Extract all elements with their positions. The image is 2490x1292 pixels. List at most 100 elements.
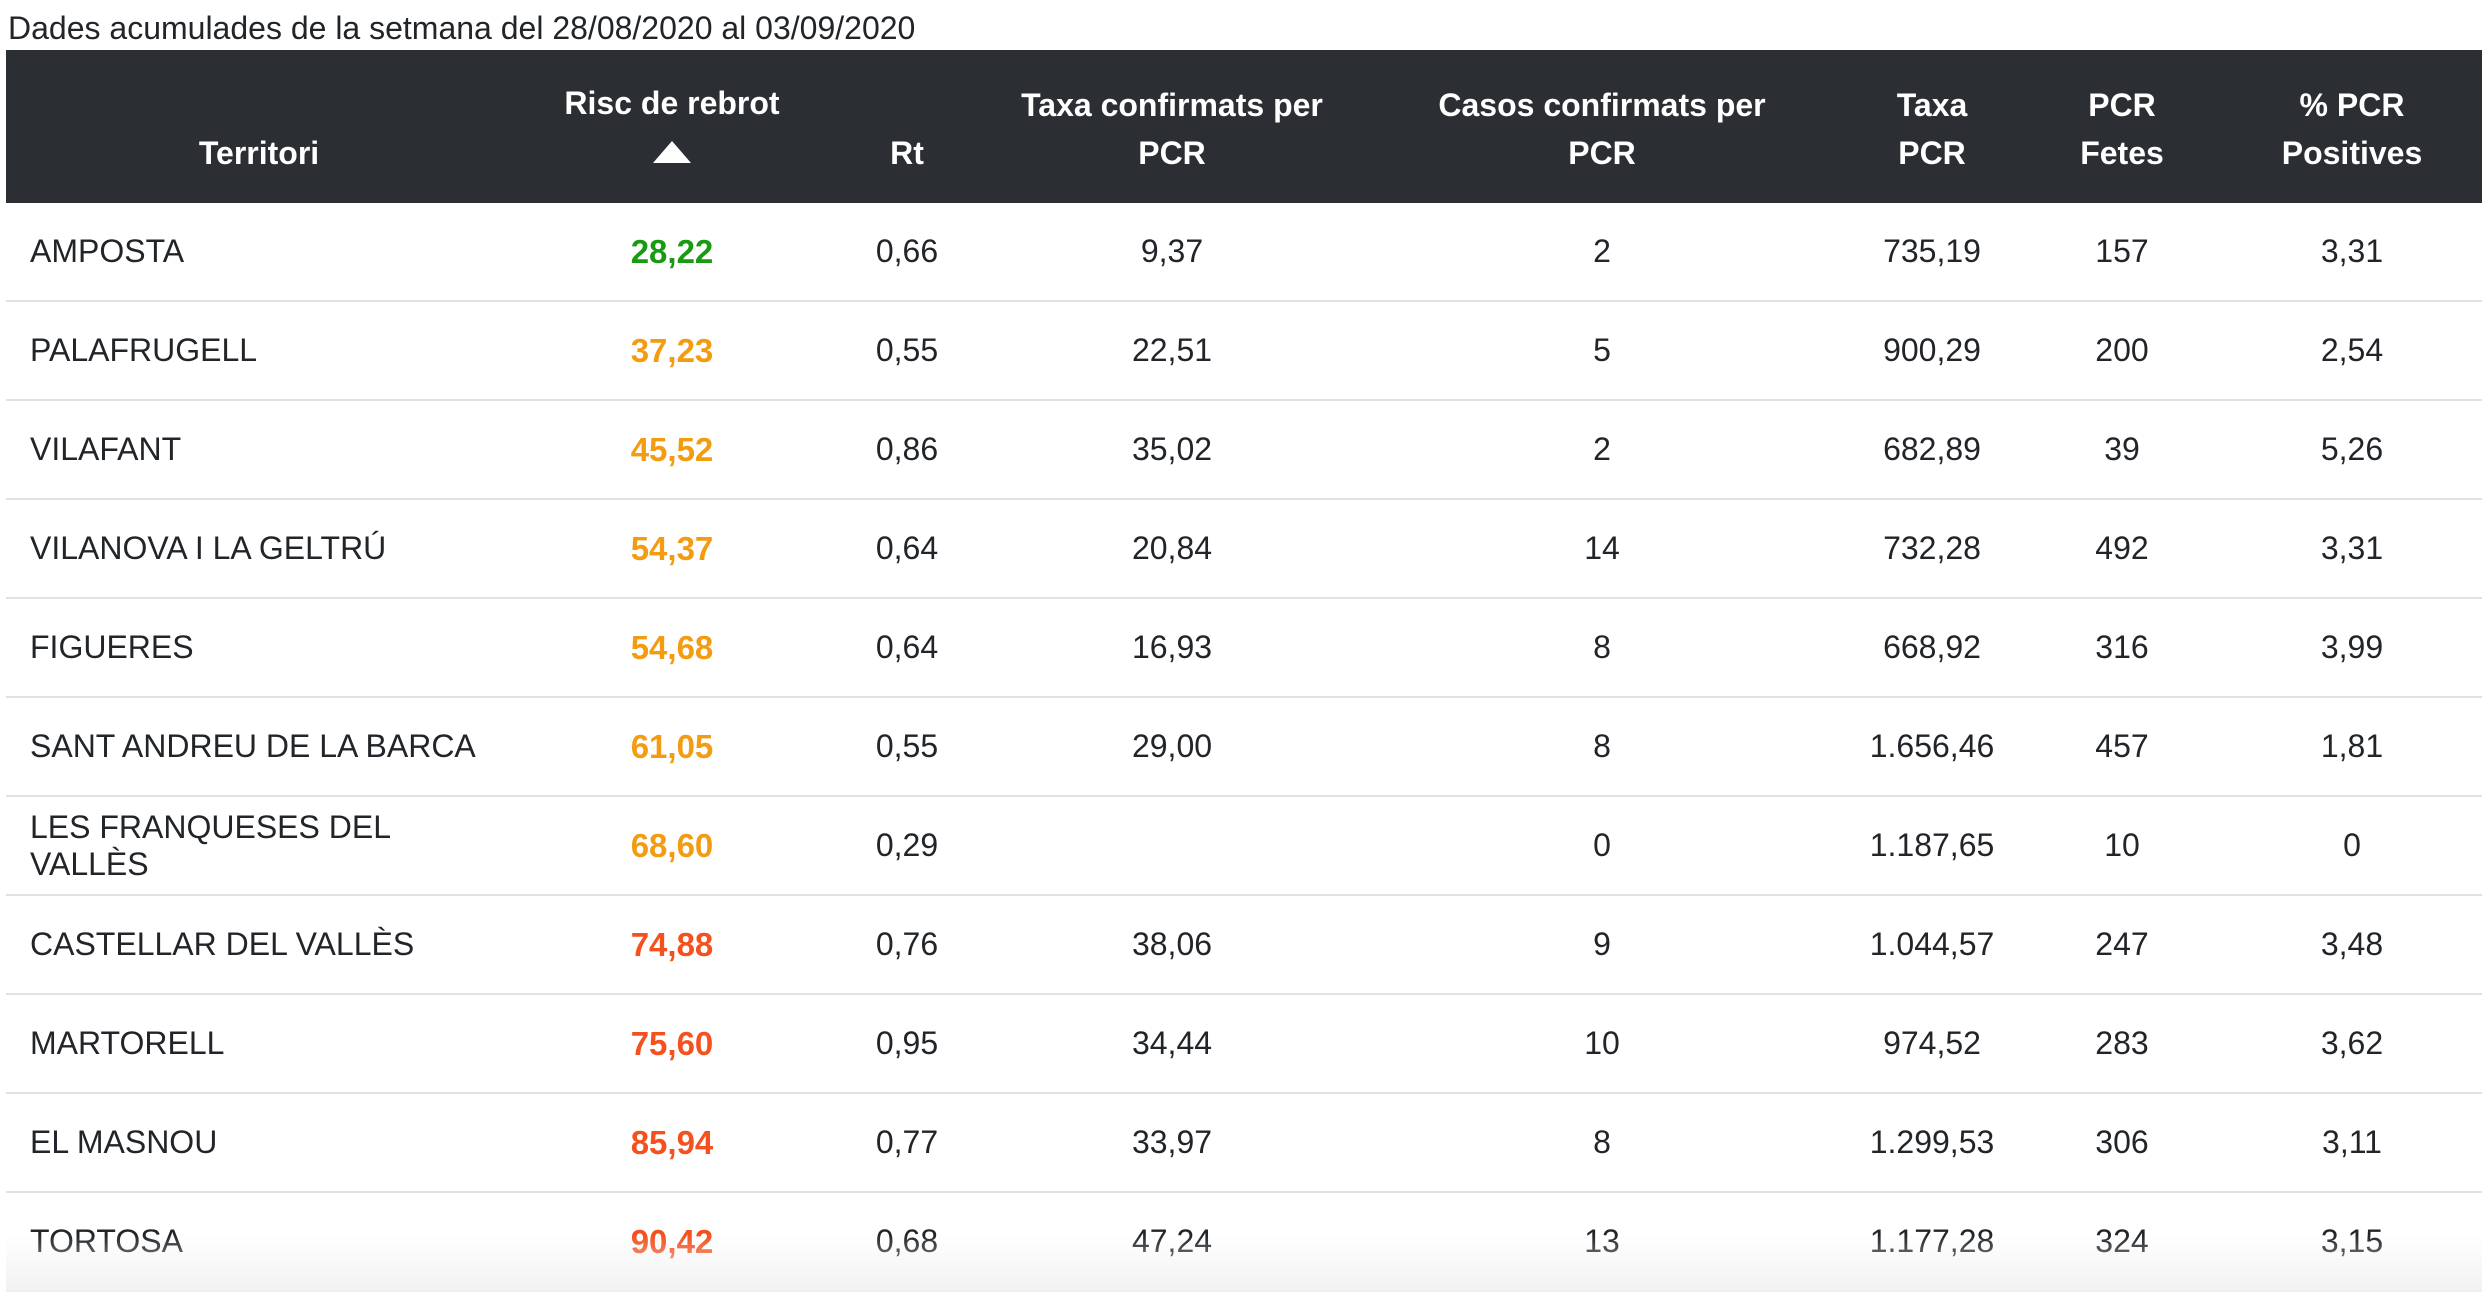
cell-territori: MARTORELL: [6, 994, 512, 1094]
table-row: TORTOSA 90,42 0,68 47,24 13 1.177,28 324 3,15: [6, 1192, 2482, 1292]
cell-taxa-pcr: 682,89: [1842, 400, 2022, 500]
cell-rt: 0,55: [832, 301, 982, 401]
cell-rt: 0,77: [832, 1093, 982, 1193]
cell-taxa-confirmats: 20,84: [982, 499, 1362, 599]
cell-casos-confirmats: 9: [1362, 895, 1842, 995]
col-header-risc[interactable]: Risc de rebrot: [512, 50, 832, 203]
table-row: LES FRANQUESES DEL VALLÈS 68,60 0,29 0 1.187…: [6, 796, 2482, 896]
cell-pct-positives: 0: [2222, 796, 2482, 896]
cell-taxa-confirmats: 47,24: [982, 1192, 1362, 1292]
table-row: PALAFRUGELL 37,23 0,55 22,51 5 900,29 200 2,54: [6, 301, 2482, 401]
cell-taxa-pcr: 668,92: [1842, 598, 2022, 698]
risc-header-wrap: Risc de rebrot: [564, 79, 780, 163]
cell-rt: 0,29: [832, 796, 982, 896]
cell-pct-positives: 3,48: [2222, 895, 2482, 995]
cell-pcr-fetes: 316: [2022, 598, 2222, 698]
table-row: VILANOVA I LA GELTRÚ 54,37 0,64 20,84 14 732,…: [6, 499, 2482, 599]
data-table-container: Territori Risc de rebrot Rt Taxa confirm…: [6, 50, 2482, 1292]
cell-taxa-confirmats: [982, 796, 1362, 896]
cell-rt: 0,66: [832, 203, 982, 302]
col-header-taxa-pcr[interactable]: Taxa PCR: [1842, 50, 2022, 203]
cell-risc-rebrot: 28,22: [512, 203, 832, 302]
col-header-taxa-pcr-line2: PCR: [1898, 135, 1966, 171]
cell-pct-positives: 3,15: [2222, 1192, 2482, 1292]
header-row: Territori Risc de rebrot Rt Taxa confirm…: [6, 50, 2482, 203]
cell-casos-confirmats: 5: [1362, 301, 1842, 401]
cell-territori: PALAFRUGELL: [6, 301, 512, 401]
cell-casos-confirmats: 8: [1362, 697, 1842, 797]
col-header-rt[interactable]: Rt: [832, 50, 982, 203]
cell-territori: CASTELLAR DEL VALLÈS: [6, 895, 512, 995]
cell-pcr-fetes: 283: [2022, 994, 2222, 1094]
col-header-pct-positives[interactable]: % PCR Positives: [2222, 50, 2482, 203]
cell-risc-rebrot: 61,05: [512, 697, 832, 797]
cell-risc-rebrot: 54,68: [512, 598, 832, 698]
col-header-casos-line1: Casos confirmats per: [1438, 87, 1766, 123]
cell-pcr-fetes: 247: [2022, 895, 2222, 995]
cell-pct-positives: 3,11: [2222, 1093, 2482, 1193]
cell-casos-confirmats: 2: [1362, 400, 1842, 500]
cell-taxa-confirmats: 35,02: [982, 400, 1362, 500]
cell-taxa-confirmats: 29,00: [982, 697, 1362, 797]
cell-pcr-fetes: 492: [2022, 499, 2222, 599]
col-header-pcr-fetes-line2: Fetes: [2080, 135, 2164, 171]
cell-taxa-confirmats: 22,51: [982, 301, 1362, 401]
cell-taxa-pcr: 1.299,53: [1842, 1093, 2022, 1193]
cell-pcr-fetes: 306: [2022, 1093, 2222, 1193]
cell-rt: 0,76: [832, 895, 982, 995]
cell-risc-rebrot: 74,88: [512, 895, 832, 995]
cell-rt: 0,95: [832, 994, 982, 1094]
col-header-pcr-fetes[interactable]: PCR Fetes: [2022, 50, 2222, 203]
col-header-taxa-pcr-line1: Taxa: [1896, 87, 1968, 123]
cell-rt: 0,86: [832, 400, 982, 500]
cell-casos-confirmats: 8: [1362, 598, 1842, 698]
cell-territori: EL MASNOU: [6, 1093, 512, 1193]
cell-risc-rebrot: 45,52: [512, 400, 832, 500]
sort-ascending-icon[interactable]: [652, 141, 691, 163]
cell-casos-confirmats: 14: [1362, 499, 1842, 599]
cell-rt: 0,55: [832, 697, 982, 797]
cell-pcr-fetes: 200: [2022, 301, 2222, 401]
cell-territori: TORTOSA: [6, 1192, 512, 1292]
cell-rt: 0,68: [832, 1192, 982, 1292]
cell-pct-positives: 1,81: [2222, 697, 2482, 797]
table-row: AMPOSTA 28,22 0,66 9,37 2 735,19 157 3,31: [6, 203, 2482, 302]
cell-taxa-pcr: 1.044,57: [1842, 895, 2022, 995]
cell-risc-rebrot: 75,60: [512, 994, 832, 1094]
col-header-taxa-confirmats-line1: Taxa confirmats per: [1021, 87, 1323, 123]
cell-pct-positives: 3,62: [2222, 994, 2482, 1094]
cell-taxa-confirmats: 16,93: [982, 598, 1362, 698]
cell-casos-confirmats: 10: [1362, 994, 1842, 1094]
cell-territori: SANT ANDREU DE LA BARCA: [6, 697, 512, 797]
col-header-pct-line2: Positives: [2281, 135, 2423, 171]
cell-taxa-confirmats: 33,97: [982, 1093, 1362, 1193]
cell-risc-rebrot: 68,60: [512, 796, 832, 896]
cell-pct-positives: 3,31: [2222, 499, 2482, 599]
table-row: CASTELLAR DEL VALLÈS 74,88 0,76 38,06 9 1.044…: [6, 895, 2482, 995]
cell-territori: VILANOVA I LA GELTRÚ: [6, 499, 512, 599]
table-row: EL MASNOU 85,94 0,77 33,97 8 1.299,53 306 3,11: [6, 1093, 2482, 1193]
cell-taxa-pcr: 735,19: [1842, 203, 2022, 302]
cell-casos-confirmats: 0: [1362, 796, 1842, 896]
col-header-taxa-confirmats-line2: PCR: [1138, 135, 1206, 171]
cell-casos-confirmats: 2: [1362, 203, 1842, 302]
cell-risc-rebrot: 37,23: [512, 301, 832, 401]
cell-taxa-pcr: 900,29: [1842, 301, 2022, 401]
col-header-pcr-fetes-line1: PCR: [2088, 87, 2156, 123]
cell-pct-positives: 2,54: [2222, 301, 2482, 401]
cell-pct-positives: 3,99: [2222, 598, 2482, 698]
cell-casos-confirmats: 13: [1362, 1192, 1842, 1292]
col-header-rt-label: Rt: [890, 135, 924, 171]
cell-taxa-confirmats: 38,06: [982, 895, 1362, 995]
col-header-pct-line1: % PCR: [2299, 87, 2405, 123]
table-body: AMPOSTA 28,22 0,66 9,37 2 735,19 157 3,31 PALAFR…: [6, 203, 2482, 1292]
col-header-casos-confirmats[interactable]: Casos confirmats per PCR: [1362, 50, 1842, 203]
cell-territori: VILAFANT: [6, 400, 512, 500]
col-header-territori[interactable]: Territori: [6, 50, 512, 203]
cell-territori: AMPOSTA: [6, 203, 512, 302]
table-row: FIGUERES 54,68 0,64 16,93 8 668,92 316 3,99: [6, 598, 2482, 698]
cell-pct-positives: 3,31: [2222, 203, 2482, 302]
cell-rt: 0,64: [832, 499, 982, 599]
cell-taxa-pcr: 1.187,65: [1842, 796, 2022, 896]
col-header-taxa-confirmats[interactable]: Taxa confirmats per PCR: [982, 50, 1362, 203]
